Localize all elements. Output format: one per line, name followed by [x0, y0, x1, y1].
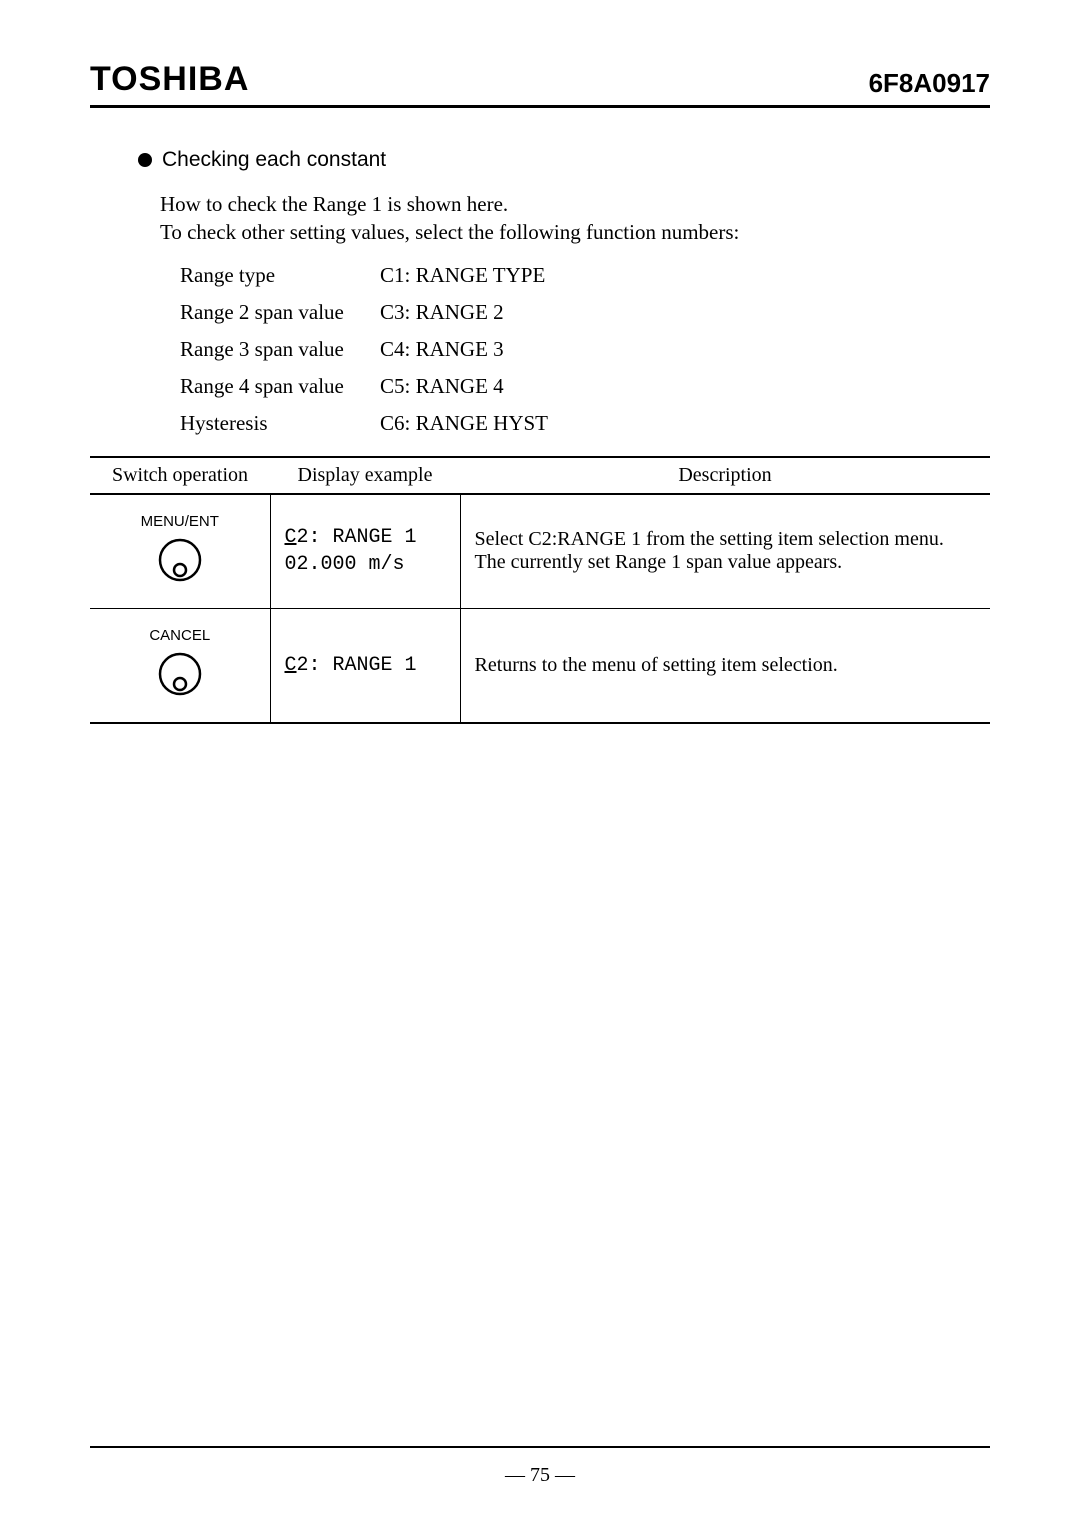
- table-header-switch: Switch operation: [90, 457, 270, 494]
- function-row: Range 4 span value C5: RANGE 4: [180, 374, 990, 399]
- function-row: Hysteresis C6: RANGE HYST: [180, 411, 990, 436]
- page-number: — 75 —: [505, 1464, 575, 1486]
- function-label: Range type: [180, 263, 380, 288]
- function-list: Range type C1: RANGE TYPE Range 2 span v…: [180, 263, 990, 436]
- function-label: Range 3 span value: [180, 337, 380, 362]
- display-example: C2: RANGE 1: [285, 652, 446, 679]
- display-cell: C2: RANGE 1: [270, 608, 460, 723]
- page: TOSHIBA 6F8A0917 Checking each constant …: [0, 0, 1080, 1527]
- display-cell: C2: RANGE 1 02.000 m/s: [270, 494, 460, 609]
- dial-icon: [156, 536, 204, 584]
- description-cell: Select C2:RANGE 1 from the setting item …: [460, 494, 990, 609]
- function-label: Range 2 span value: [180, 300, 380, 325]
- intro-line-1: How to check the Range 1 is shown here.: [160, 190, 990, 218]
- display-example: C2: RANGE 1 02.000 m/s: [285, 524, 446, 578]
- description-cell: Returns to the menu of setting item sele…: [460, 608, 990, 723]
- table-row: CANCEL C2: RANGE 1 Returns to the menu o…: [90, 608, 990, 723]
- page-header: TOSHIBA 6F8A0917: [90, 60, 990, 108]
- switch-cell: MENU/ENT: [90, 494, 270, 609]
- function-code: C3: RANGE 2: [380, 300, 504, 325]
- function-code: C4: RANGE 3: [380, 337, 504, 362]
- switch-label: CANCEL: [104, 627, 256, 644]
- table-row: MENU/ENT C2: RANGE 1 02.000 m/s Select C…: [90, 494, 990, 609]
- operations-table: Switch operation Display example Descrip…: [90, 456, 990, 724]
- function-code: C1: RANGE TYPE: [380, 263, 545, 288]
- intro-text: How to check the Range 1 is shown here. …: [160, 190, 990, 247]
- function-row: Range 3 span value C4: RANGE 3: [180, 337, 990, 362]
- function-row: Range type C1: RANGE TYPE: [180, 263, 990, 288]
- section-title: Checking each constant: [138, 148, 990, 172]
- function-label: Hysteresis: [180, 411, 380, 436]
- table-header-desc: Description: [460, 457, 990, 494]
- section-title-text: Checking each constant: [162, 148, 386, 172]
- dial-icon: [156, 650, 204, 698]
- function-label: Range 4 span value: [180, 374, 380, 399]
- table-header-row: Switch operation Display example Descrip…: [90, 457, 990, 494]
- function-code: C6: RANGE HYST: [380, 411, 548, 436]
- brand-logo: TOSHIBA: [90, 60, 249, 99]
- bullet-icon: [138, 153, 152, 167]
- table-header-display: Display example: [270, 457, 460, 494]
- function-code: C5: RANGE 4: [380, 374, 504, 399]
- switch-cell: CANCEL: [90, 608, 270, 723]
- document-number: 6F8A0917: [869, 68, 990, 99]
- function-row: Range 2 span value C3: RANGE 2: [180, 300, 990, 325]
- switch-label: MENU/ENT: [104, 513, 256, 530]
- page-footer: — 75 —: [90, 1446, 990, 1487]
- intro-line-2: To check other setting values, select th…: [160, 218, 990, 246]
